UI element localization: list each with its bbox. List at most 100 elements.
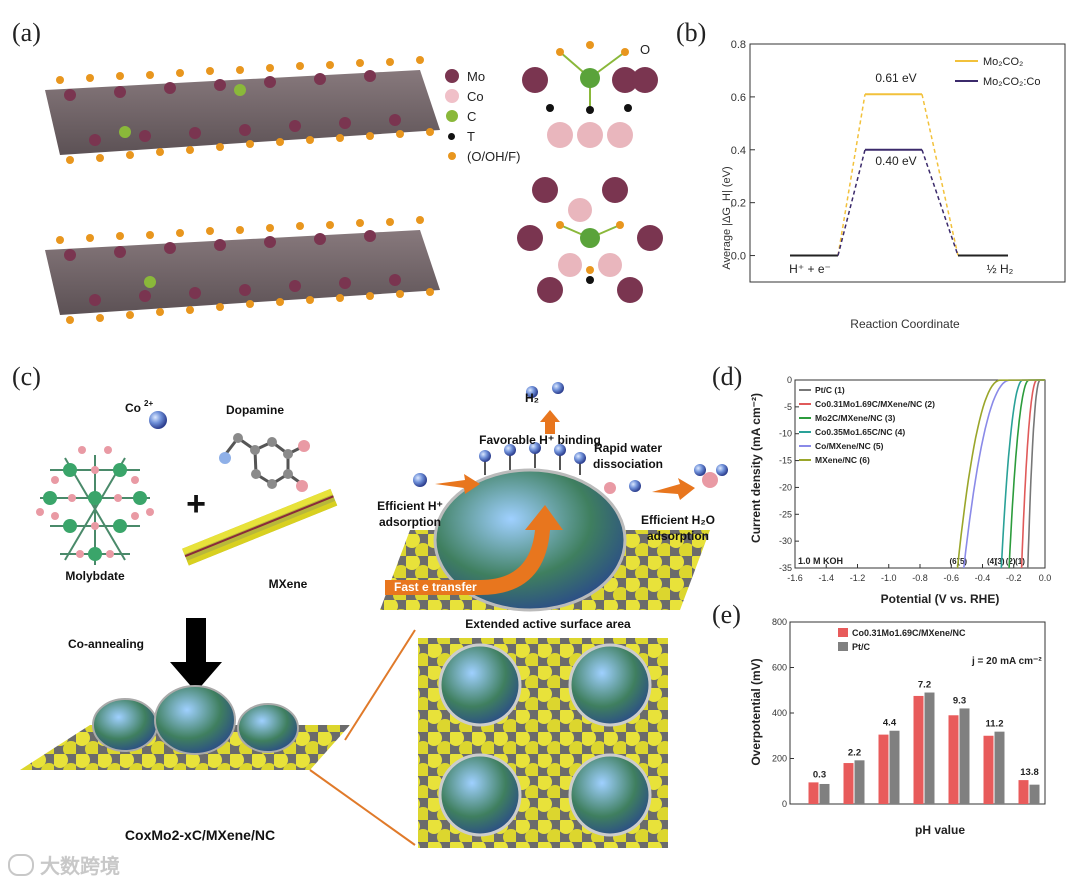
panel-d-xtick-label: -0.2 <box>1006 573 1022 583</box>
panel-d-legend-label: Co0.31Mo1.69C/MXene/NC (2) <box>815 399 935 409</box>
efficient-h-label-2: adsorption <box>379 515 441 529</box>
panel-d-ytick-label: -15 <box>779 456 792 466</box>
panel-e-xlabel: pH value <box>915 823 965 837</box>
panel-d-legend-label: Co0.35Mo1.65C/NC (4) <box>815 427 905 437</box>
panel-a-legend: Mo Co C T (O/OH/F) <box>445 66 535 166</box>
product-substrate <box>20 685 350 770</box>
panel-e-legend-label: Pt/C <box>852 642 871 652</box>
panel-e-category-label: 11.2 <box>986 719 1004 730</box>
panel-label-b: (b) <box>676 18 707 47</box>
panel-label-d: (d) <box>712 362 743 391</box>
co-ion-charge: 2+ <box>144 399 153 408</box>
panel-e-bar <box>854 760 865 804</box>
panel-b-series <box>790 93 1008 257</box>
panel-d-legend-label: MXene/NC (6) <box>815 455 870 465</box>
panel-label-c: (c) <box>12 362 41 391</box>
annotation-0-40: 0.40 eV <box>875 154 916 168</box>
panel-d-legend-label: Mo2C/MXene/NC (3) <box>815 413 895 423</box>
o-atom-icon <box>448 152 456 160</box>
panel-d-curve <box>1027 379 1046 569</box>
legend-mo: Mo <box>445 66 535 86</box>
panel-d-ytick-label: -30 <box>779 536 792 546</box>
panel-d-ytick-label: -35 <box>779 563 792 573</box>
panel-e-legend-swatch <box>838 628 848 637</box>
panel-d-ytick-label: -25 <box>779 509 792 519</box>
rapid-label-2: dissociation <box>593 457 663 471</box>
molybdate-label: Molybdate <box>65 569 125 583</box>
panel-b-chart: 0.0 0.2 0.4 0.6 0.8 Average |ΔG_H| (eV) Reac… <box>721 39 1066 331</box>
panel-e-legend: Co0.31Mo1.69C/MXene/NC Pt/C <box>838 628 966 652</box>
side-label-o: O <box>640 42 651 57</box>
co-site-top-view <box>517 177 663 303</box>
panel-e-bar <box>808 782 819 804</box>
c-atom-icon <box>446 110 458 122</box>
legend-t-ohf: (O/OH/F) <box>445 146 535 166</box>
panel-b-ytick-label: 0.0 <box>731 251 746 263</box>
nanosphere-2 <box>154 685 236 755</box>
panel-d-ytick-label: -5 <box>784 402 792 412</box>
panel-b-xlabel: Reaction Coordinate <box>850 317 960 331</box>
mxene-label: MXene <box>269 577 308 591</box>
panel-d-chart: -1.6 -1.4 -1.2 -1.0 -0.8 -0.6 -0.4 -0.2 0.0 0 -5 -1… <box>749 375 1051 606</box>
panel-d-curve <box>963 379 1046 569</box>
panel-d-curve-label: (1) <box>1015 557 1025 566</box>
panel-d-ytick-label: -20 <box>779 482 792 492</box>
h2-label: H₂ <box>525 391 539 405</box>
water-arrow-icon <box>652 478 695 500</box>
h-plus-arrow-icon <box>435 474 480 494</box>
panel-b-axes: 0.0 0.2 0.4 0.6 0.8 <box>731 39 1066 283</box>
panel-e-bar <box>959 708 970 804</box>
legend-co: Co <box>445 86 535 106</box>
panel-b-frame <box>749 43 1066 283</box>
panel-d-curve <box>1008 379 1046 569</box>
h2-release-arrow-icon <box>540 410 560 434</box>
panel-d-curve <box>1020 379 1046 569</box>
mxene-sheet <box>182 488 338 566</box>
state-initial-label: H⁺ + e⁻ <box>789 262 831 276</box>
panel-d-curve-label: (5) <box>957 557 967 566</box>
electron-transfer-arrow-icon <box>385 505 563 595</box>
favorable-label: Favorable H⁺ binding <box>479 433 601 447</box>
down-arrow-icon <box>170 618 222 692</box>
panel-d-curve <box>956 379 1046 569</box>
watermark-logo-icon <box>8 853 34 876</box>
panel-e-bar <box>913 695 924 804</box>
panel-e-bar <box>994 731 1005 804</box>
panel-d-xtick-label: -1.2 <box>850 573 866 583</box>
panel-e-ytick-label: 0 <box>782 799 787 809</box>
panel-d-curve-label: (6) <box>949 557 959 566</box>
panel-d-ytick-label: -10 <box>779 429 792 439</box>
panel-e-legend-label: Co0.31Mo1.69C/MXene/NC <box>852 628 966 638</box>
panel-d-xtick-label: -0.4 <box>975 573 991 583</box>
legend-c: C <box>445 106 535 126</box>
mechanism-illustration <box>380 382 728 612</box>
panel-e-bar <box>878 734 889 804</box>
panel-b-ytick-label: 0.4 <box>731 145 746 157</box>
panel-d-curve-label: (3) <box>995 557 1005 566</box>
co-atom-icon <box>445 89 459 103</box>
panel-b-ytick-label: 0.8 <box>731 39 746 51</box>
panel-b-ytick-label: 0.6 <box>731 92 746 104</box>
panel-d-xtick-label: -1.0 <box>881 573 897 583</box>
nanosphere-3 <box>237 703 299 753</box>
state-final-label: ½ H₂ <box>987 262 1014 276</box>
panel-e-bar <box>924 692 935 804</box>
panel-e-bars: 0.3 2.2 4.4 7.2 9.3 11.2 13.8 <box>808 680 1040 804</box>
panel-d-axes: -1.6 -1.4 -1.2 -1.0 -0.8 -0.6 -0.4 -0.2 0.0 0 -5 -1… <box>779 375 1051 583</box>
panel-e-bar <box>1029 784 1040 804</box>
panel-e-category-label: 4.4 <box>883 718 897 729</box>
panel-e-ylabel: Overpotential (mV) <box>749 658 763 765</box>
t-atom-icon <box>448 132 455 140</box>
panel-d-xlabel: Potential (V vs. RHE) <box>881 592 1000 606</box>
panel-label-a: (a) <box>12 18 41 47</box>
panel-e-current-density: j = 20 mA cm⁻² <box>971 656 1042 667</box>
panel-e-category-label: 7.2 <box>918 680 931 691</box>
panel-d-ylabel: Current density (mA cm⁻²) <box>749 393 763 543</box>
panel-d-legend: Pt/C (1) Co0.31Mo1.69C/MXene/NC (2) Mo2C/M… <box>799 385 935 465</box>
panel-e-chart: 0 200 400 600 800 0.3 2.2 4.4 7.2 9.3 11.2 13.8 Co… <box>749 617 1046 837</box>
panel-d-xtick-label: 0.0 <box>1039 573 1052 583</box>
panel-d-xtick-label: -1.6 <box>787 573 803 583</box>
panel-d-electrolyte: 1.0 M KOH <box>798 556 843 566</box>
panel-e-ytick-label: 600 <box>772 663 787 673</box>
panel-b-connector <box>921 94 959 256</box>
